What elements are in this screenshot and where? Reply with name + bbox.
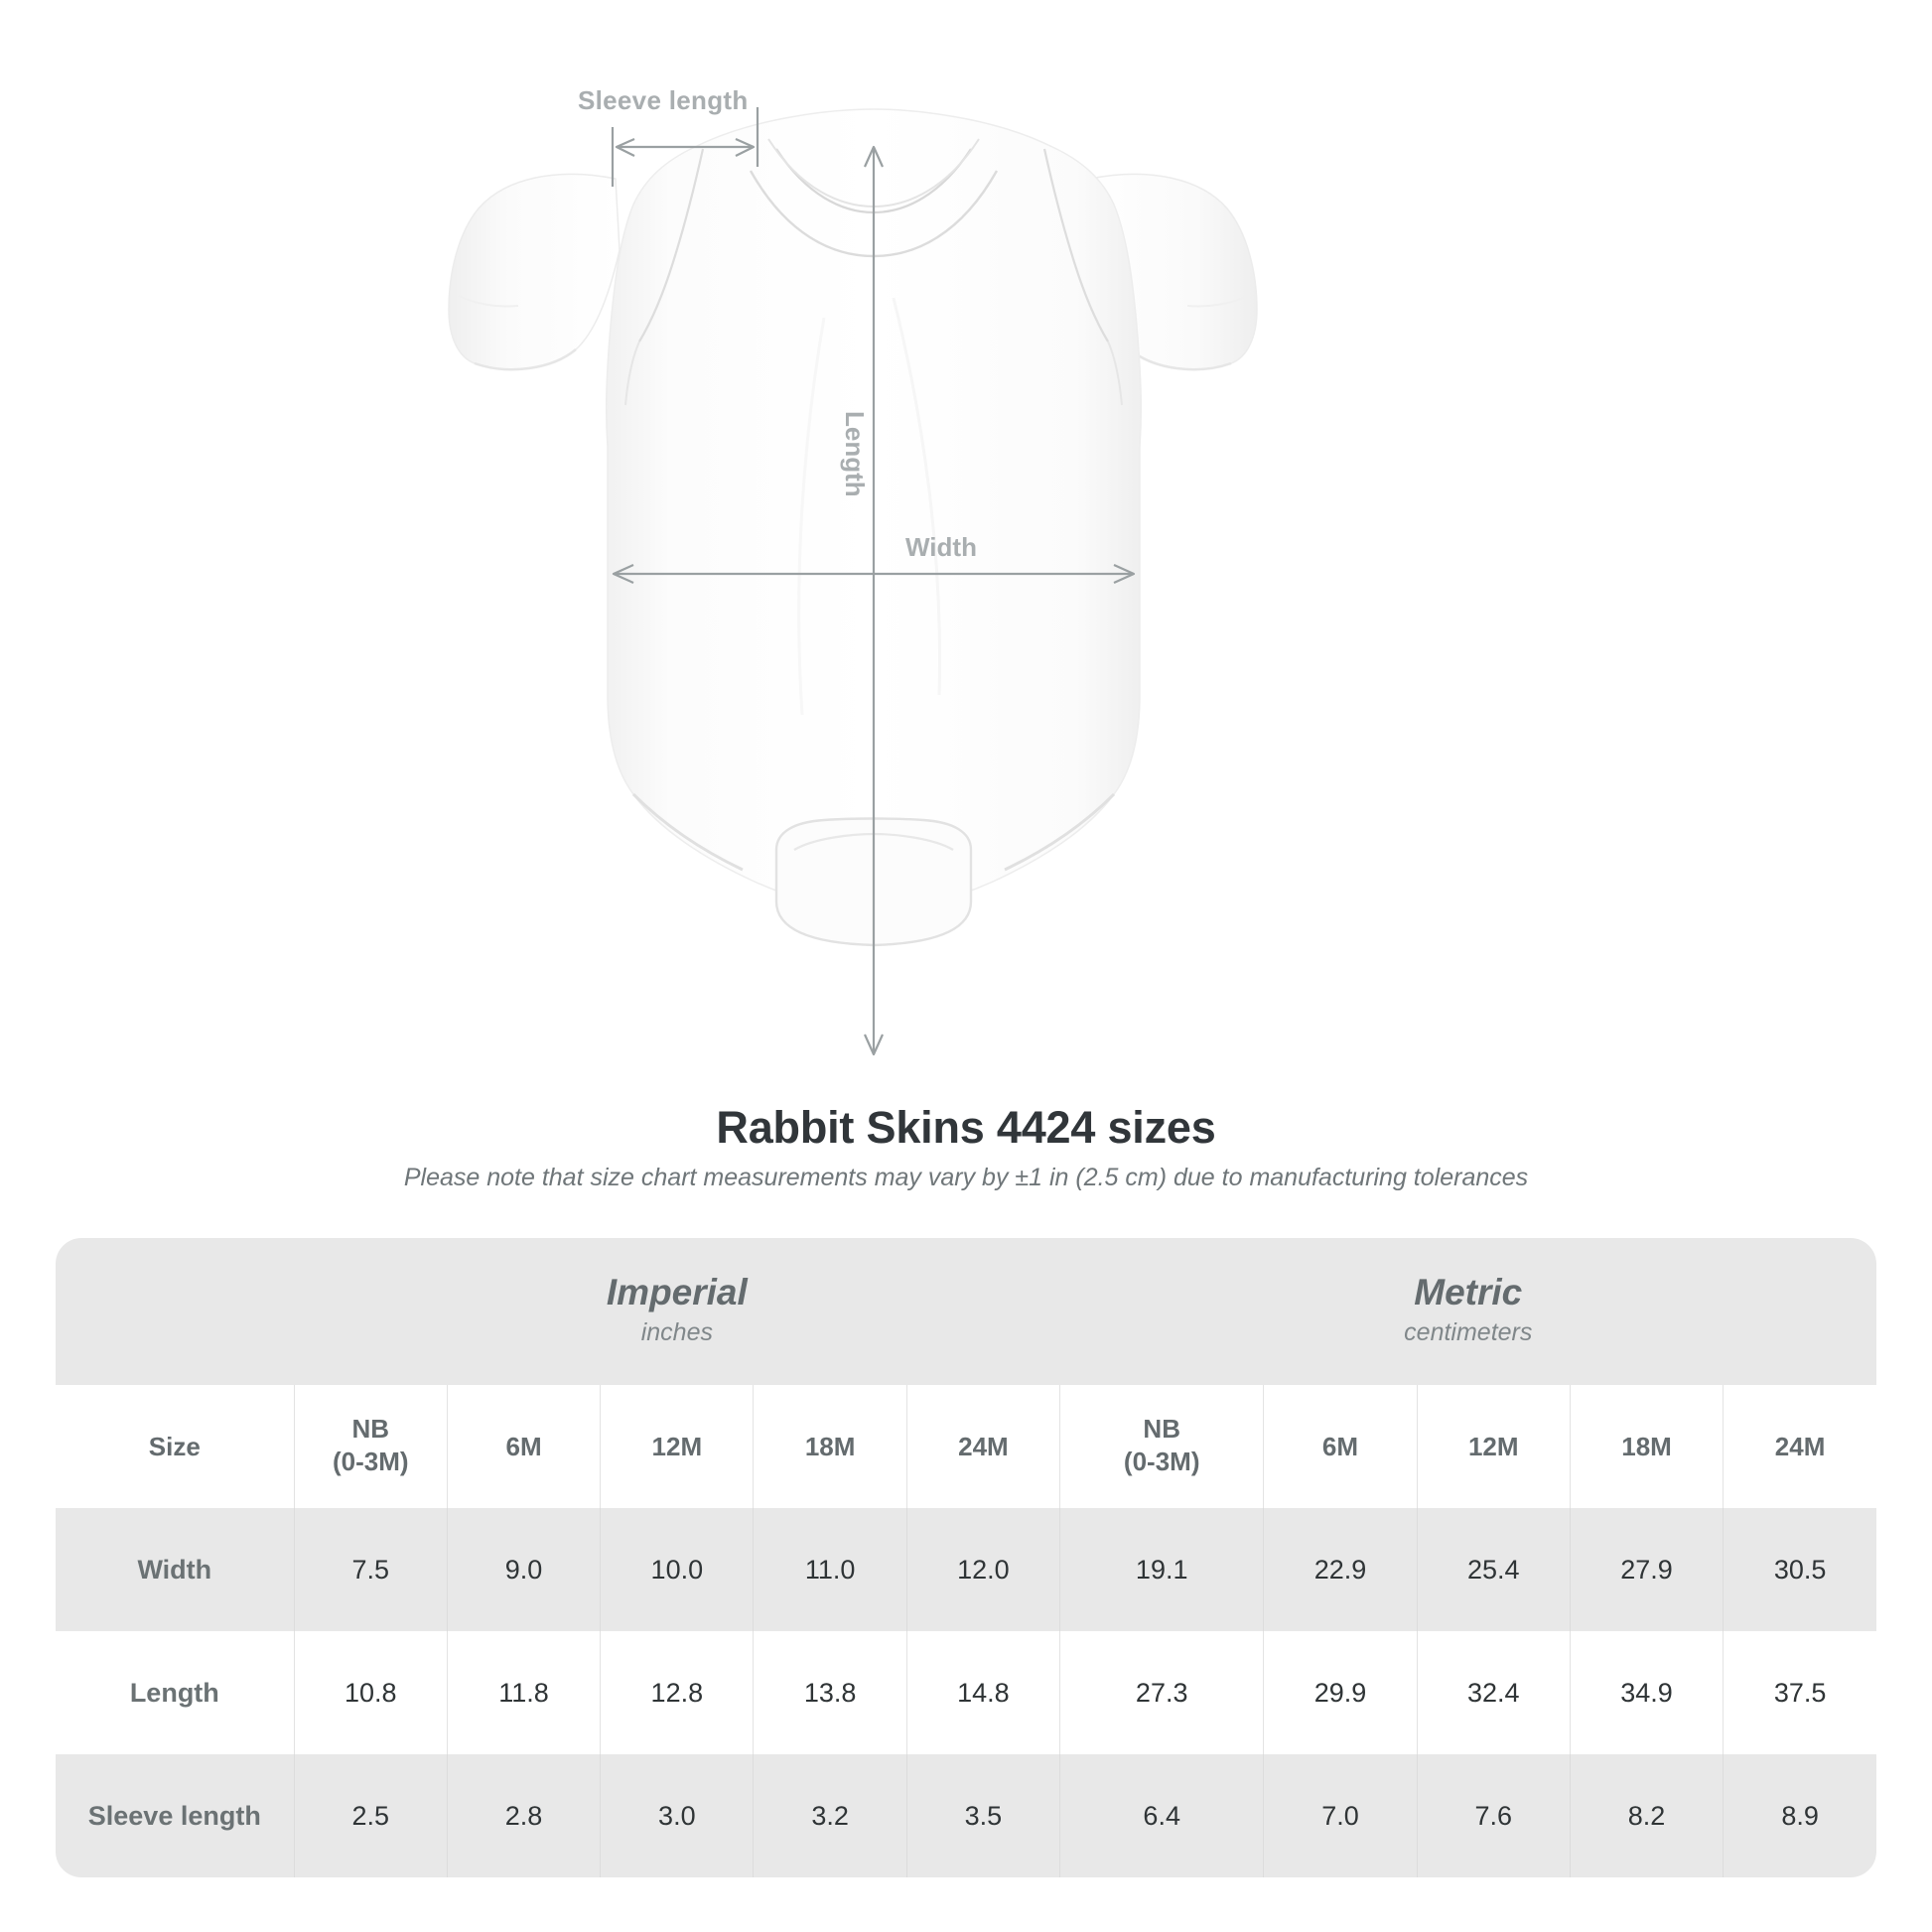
column-header-metric-24m: 24M [1723,1385,1876,1508]
garment-diagram: Sleeve length Length Width [448,85,1258,1056]
table-row: Width 7.5 9.0 10.0 11.0 12.0 19.1 22.9 2… [56,1508,1876,1631]
cell-sleeve-imperial-24m: 3.5 [905,1754,1060,1877]
cell-sleeve-metric-12m: 7.6 [1416,1754,1571,1877]
cell-width-metric-12m: 25.4 [1416,1508,1571,1631]
length-label: Length [840,411,870,497]
size-chart-table-wrap: Imperial inches Metric centimeters Size … [56,1238,1876,1877]
title-block: Rabbit Skins 4424 sizes Please note that… [0,1102,1932,1192]
cell-width-metric-6m: 22.9 [1263,1508,1418,1631]
unit-header-row: Imperial inches Metric centimeters [56,1238,1876,1385]
unit-sub-imperial: inches [640,1317,713,1346]
left-sleeve [448,173,621,371]
cell-width-metric-nb: 19.1 [1059,1508,1264,1631]
cell-width-imperial-nb: 7.5 [293,1508,448,1631]
cell-width-imperial-24m: 12.0 [905,1508,1060,1631]
size-header-row: Size NB (0-3M) 6M 12M 18M 24M NB (0-3M) … [56,1385,1876,1508]
unit-corner-cell [56,1238,295,1385]
unit-name-imperial: Imperial [606,1271,748,1312]
cell-sleeve-metric-18m: 8.2 [1569,1754,1724,1877]
unit-cell-metric: Metric centimeters [1059,1238,1876,1385]
column-header-metric-6m: 6M [1263,1385,1418,1508]
cell-sleeve-imperial-12m: 3.0 [600,1754,754,1877]
cell-length-metric-18m: 34.9 [1569,1631,1724,1754]
sleeve-length-dimension [611,107,759,187]
table-row: Sleeve length 2.5 2.8 3.0 3.2 3.5 6.4 7.… [56,1754,1876,1877]
cell-sleeve-imperial-18m: 3.2 [753,1754,907,1877]
cell-length-imperial-18m: 13.8 [753,1631,907,1754]
cell-sleeve-metric-nb: 6.4 [1059,1754,1264,1877]
cell-length-imperial-6m: 11.8 [446,1631,601,1754]
length-dimension [863,145,885,1056]
column-header-sub: (0-3M) [1123,1446,1200,1476]
width-dimension [612,563,1136,585]
cell-sleeve-metric-6m: 7.0 [1263,1754,1418,1877]
cell-length-metric-6m: 29.9 [1263,1631,1418,1754]
cell-sleeve-imperial-6m: 2.8 [446,1754,601,1877]
cell-width-imperial-6m: 9.0 [446,1508,601,1631]
cell-width-imperial-12m: 10.0 [600,1508,754,1631]
page-title: Rabbit Skins 4424 sizes [716,1102,1216,1153]
table-row: Length 10.8 11.8 12.8 13.8 14.8 27.3 29.… [56,1631,1876,1754]
column-header-sub: (0-3M) [332,1446,409,1476]
cell-length-imperial-12m: 12.8 [600,1631,754,1754]
cell-width-metric-24m: 30.5 [1723,1508,1876,1631]
row-label-width: Width [56,1508,295,1631]
cell-width-imperial-18m: 11.0 [753,1508,907,1631]
sleeve-length-label: Sleeve length [578,85,749,115]
row-label-length: Length [56,1631,295,1754]
unit-cell-imperial: Imperial inches [294,1238,1060,1385]
unit-sub-metric: centimeters [1404,1317,1533,1346]
column-header-metric-nb: NB (0-3M) [1059,1385,1264,1508]
bodysuit-illustration [448,107,1258,1056]
cell-sleeve-imperial-nb: 2.5 [293,1754,448,1877]
cell-sleeve-metric-24m: 8.9 [1723,1754,1876,1877]
page-subtitle: Please note that size chart measurements… [403,1164,1529,1191]
cell-length-metric-12m: 32.4 [1416,1631,1571,1754]
column-header-imperial-6m: 6M [446,1385,601,1508]
column-header-main: NB [351,1413,390,1444]
size-chart-table: Imperial inches Metric centimeters Size … [56,1238,1876,1877]
cell-length-imperial-24m: 14.8 [905,1631,1060,1754]
unit-name-metric: Metric [1414,1271,1523,1312]
row-label-sleeve-length: Sleeve length [56,1754,295,1877]
column-header-imperial-12m: 12M [600,1385,754,1508]
cell-length-imperial-nb: 10.8 [293,1631,448,1754]
size-header-label: Size [56,1385,295,1508]
cell-width-metric-18m: 27.9 [1569,1508,1724,1631]
column-header-metric-18m: 18M [1569,1385,1724,1508]
column-header-imperial-nb: NB (0-3M) [293,1385,448,1508]
column-header-main: NB [1143,1413,1180,1444]
column-header-imperial-18m: 18M [753,1385,907,1508]
column-header-metric-12m: 12M [1416,1385,1571,1508]
width-label: Width [905,532,977,562]
cell-length-metric-24m: 37.5 [1723,1631,1876,1754]
cell-length-metric-nb: 27.3 [1059,1631,1264,1754]
column-header-imperial-24m: 24M [905,1385,1060,1508]
